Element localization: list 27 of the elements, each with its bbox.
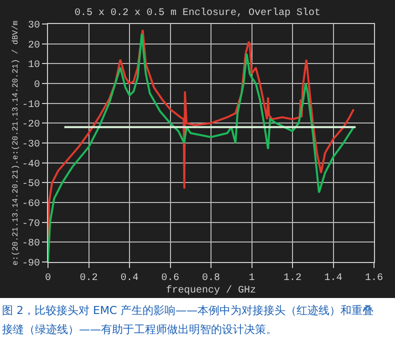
y-tick-label: -20 [22, 120, 40, 131]
x-tick-label: 0.8 [202, 273, 220, 284]
x-tick-label: 0.4 [120, 273, 139, 284]
y-tick-label: -80 [22, 238, 40, 250]
y-tick-label: -50 [22, 179, 40, 190]
caption: 图 2，比较接头对 EMC 产生的影响——本例中为对接接头（红迹线）和重叠 [2, 304, 374, 317]
y-tick-label: 0 [34, 80, 40, 91]
y-tick-label: -60 [22, 199, 40, 210]
text: 接缝（绿迹线）——有助于工程师做出明智的设计决策。 [2, 323, 277, 336]
y-tick-label: 10 [28, 60, 40, 72]
x-tick-label: 1.4 [324, 273, 342, 284]
y-tick-label: -10 [22, 100, 40, 111]
x-tick-label: 0 [44, 273, 52, 284]
y-tick-label: -90 [22, 258, 40, 270]
x-tick-label: 1 [248, 273, 255, 284]
x-tick-label: 0.2 [80, 273, 98, 284]
y-tick-label: -30 [22, 140, 40, 150]
x-tick-label: 1.6 [364, 273, 384, 284]
y-tick-label: 30 [28, 20, 40, 32]
y-tick-label: -40 [22, 159, 40, 170]
chart-title: 0.5 x 0.2 x 0.5 m Enclosure, Overlap Slot [74, 7, 321, 19]
x-tick-label: 0.6 [161, 273, 180, 284]
y-tick-label: 20 [28, 40, 40, 52]
x-axis-title: frequency / GHz [166, 284, 256, 296]
x-tick-label: 1.2 [283, 273, 302, 284]
y-tick-label: -70 [22, 218, 40, 230]
y-axis-title: e:(20.21.13.14.20.21).e:(20.21.13.14.20.21) / dBV/m [12, 20, 21, 266]
